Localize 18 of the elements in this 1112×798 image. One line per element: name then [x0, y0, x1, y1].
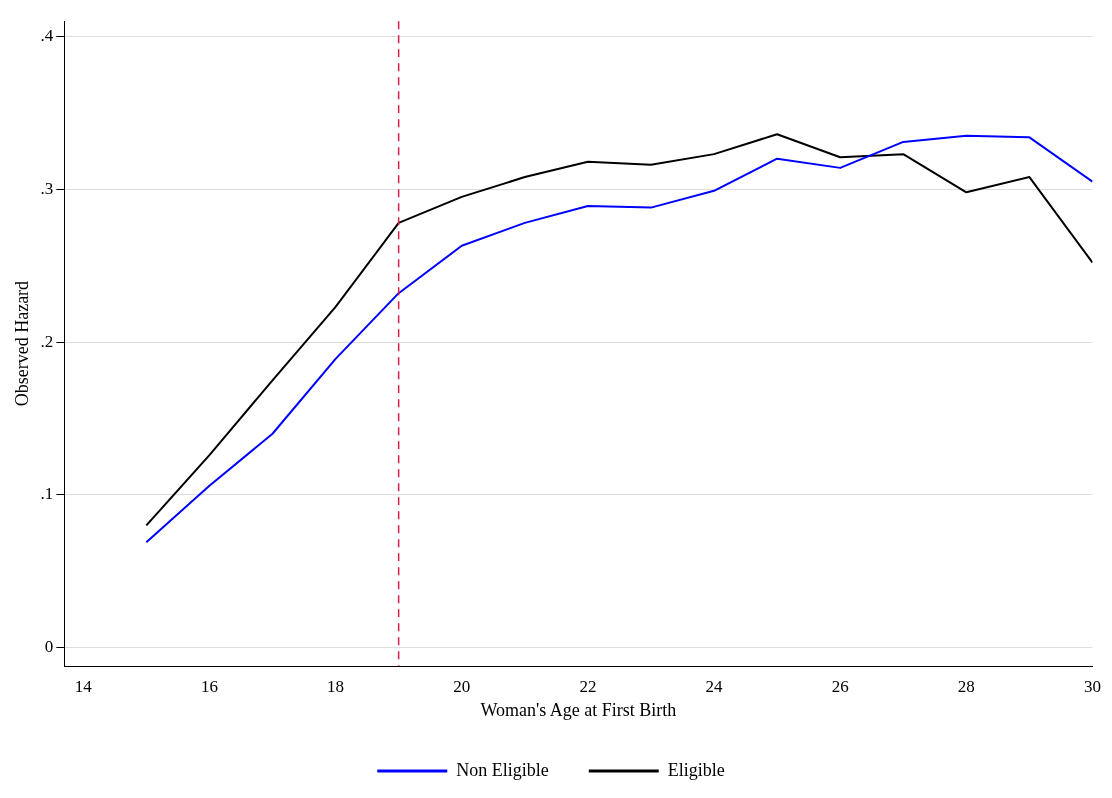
y-tick-label: .3	[40, 178, 54, 198]
x-tick-label: 28	[957, 676, 975, 696]
x-tick-label: 14	[74, 676, 93, 696]
y-tick-label: 0	[44, 637, 54, 657]
x-tick-label: 18	[327, 676, 345, 696]
y-tick-label: .1	[40, 484, 54, 504]
y-tick-label: .4	[40, 25, 54, 45]
x-axis-title: Woman's Age at First Birth	[480, 699, 677, 720]
x-tick-label: 20	[453, 676, 471, 696]
y-tick-label: .2	[40, 331, 54, 351]
x-tick-label: 16	[200, 676, 218, 696]
y-axis-title: Observed Hazard	[11, 280, 32, 407]
legend-label: Non Eligible	[456, 759, 549, 780]
x-tick-label: 26	[831, 676, 849, 696]
x-tick-label: 30	[1084, 676, 1101, 696]
x-tick-label: 22	[579, 676, 597, 696]
x-tick-label: 24	[705, 676, 724, 696]
legend-label: Eligible	[667, 759, 725, 780]
